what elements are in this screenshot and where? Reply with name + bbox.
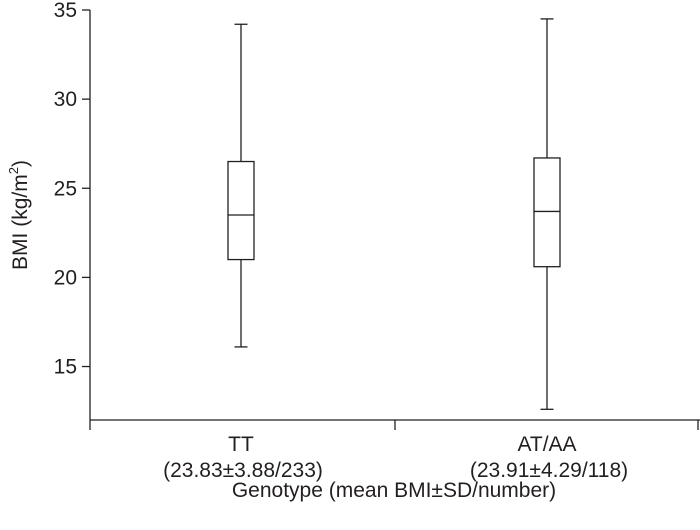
y-tick-label: 35 xyxy=(54,0,77,22)
category-label: TT xyxy=(228,433,254,456)
y-axis-title-superscript: 2 xyxy=(6,167,21,174)
iqr-box xyxy=(227,160,255,261)
iqr-box xyxy=(533,157,561,268)
y-axis-title: BMI (kg/m2) xyxy=(6,160,32,270)
y-tick-label: 25 xyxy=(54,177,77,200)
y-tick-label: 15 xyxy=(54,356,77,379)
box-at-aa xyxy=(533,18,561,410)
y-axis-title-main: BMI (kg/m xyxy=(9,174,32,270)
category-label: AT/AA xyxy=(517,433,576,456)
y-tick-label: 20 xyxy=(54,266,77,289)
x-axis-labels: TT (23.83±3.88/233) AT/AA (23.91±4.29/118) xyxy=(163,433,628,482)
y-axis-title-close: ) xyxy=(9,160,32,167)
axes xyxy=(89,10,700,430)
y-tick-label: 30 xyxy=(54,88,77,111)
box-tt xyxy=(227,23,255,348)
box-series xyxy=(227,18,561,410)
x-axis-title: Genotype (mean BMI±SD/number) xyxy=(232,479,556,502)
category-stats-label: (23.91±4.29/118) xyxy=(470,459,628,482)
category-stats-label: (23.83±3.88/233) xyxy=(163,459,323,482)
y-axis-ticks: 15 20 25 30 35 xyxy=(54,0,90,379)
